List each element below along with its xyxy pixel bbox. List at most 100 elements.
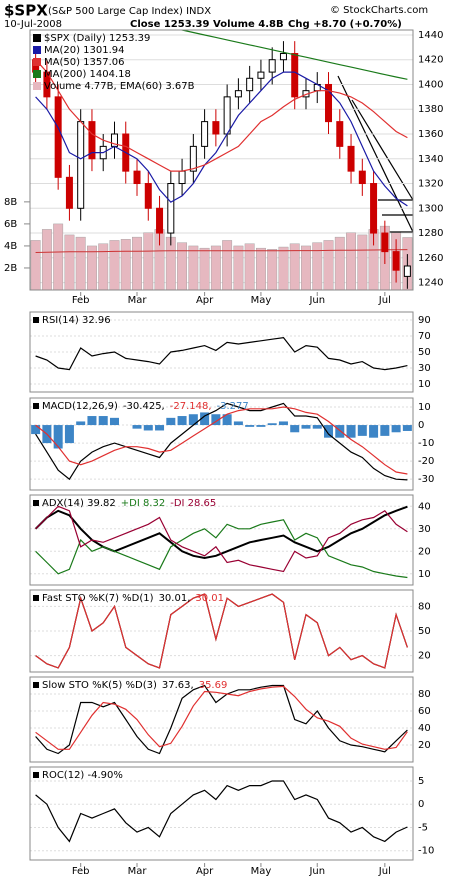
panel bbox=[30, 593, 413, 669]
panel bbox=[30, 505, 413, 579]
volume-bar bbox=[109, 240, 120, 290]
volume-bar bbox=[132, 236, 142, 290]
legend-swatch bbox=[33, 70, 41, 78]
legend-label: -DI 28.65 bbox=[170, 498, 216, 509]
y-tick-label: 1340 bbox=[418, 154, 443, 165]
x-tick-label: Jun bbox=[308, 295, 325, 306]
legend-label: MA(50) 1357.06 bbox=[44, 57, 125, 68]
legend-label: -27.148, bbox=[170, 401, 212, 412]
legend-label: 30.01, bbox=[159, 593, 191, 604]
panel bbox=[30, 30, 413, 290]
legend-swatch bbox=[33, 772, 39, 778]
candle-body bbox=[88, 121, 96, 160]
panel-frame bbox=[29, 29, 414, 291]
volume-bar bbox=[210, 245, 221, 290]
series-line bbox=[35, 336, 408, 371]
volume-bar bbox=[199, 247, 210, 290]
y-tick-label: 20 bbox=[418, 546, 431, 557]
y-tick-label: 1440 bbox=[418, 30, 443, 41]
panel-title: MACD(12,26,9) bbox=[42, 401, 118, 412]
y-tick-label: 70 bbox=[418, 331, 431, 342]
legend-label: +DI 8.32 bbox=[121, 498, 165, 509]
legend-swatch bbox=[33, 317, 39, 323]
candle-body bbox=[156, 207, 164, 234]
y2-tick-label: 4B bbox=[4, 241, 17, 252]
volume-bar bbox=[312, 242, 323, 290]
legend-label: MA(200) 1404.18 bbox=[44, 69, 131, 80]
legend-swatch bbox=[33, 46, 41, 54]
volume-bar bbox=[357, 234, 368, 290]
candle-body bbox=[133, 170, 141, 185]
candle-body bbox=[257, 71, 265, 79]
histogram-bar bbox=[369, 425, 379, 438]
candle-body bbox=[144, 183, 152, 209]
histogram-bar bbox=[324, 425, 334, 438]
series-line bbox=[35, 402, 408, 481]
histogram-bar bbox=[177, 416, 187, 426]
histogram-bar bbox=[357, 425, 367, 436]
x-tick-label: May bbox=[251, 295, 272, 306]
histogram-bar bbox=[391, 425, 401, 433]
y-tick-label: -30 bbox=[418, 474, 434, 485]
y-tick-label: -5 bbox=[418, 822, 428, 833]
y-tick-label: 1260 bbox=[418, 253, 443, 264]
y-tick-label: -10 bbox=[418, 438, 434, 449]
histogram-bar bbox=[64, 425, 74, 444]
y-tick-label: 90 bbox=[418, 315, 431, 326]
candle-body bbox=[234, 90, 242, 98]
source: © StockCharts.com bbox=[330, 5, 428, 16]
x-tick-label: Jun bbox=[308, 866, 325, 877]
legend-swatch bbox=[33, 58, 41, 66]
candle-body bbox=[291, 53, 299, 98]
candle-body bbox=[167, 183, 175, 234]
x-tick-label: Apr bbox=[196, 295, 214, 306]
histogram-bar bbox=[267, 423, 277, 426]
histogram-bar bbox=[211, 414, 221, 426]
legend-label: 35.69 bbox=[199, 680, 228, 691]
candle-body bbox=[65, 176, 73, 209]
candle-body bbox=[358, 170, 366, 185]
x-tick-label: May bbox=[251, 866, 272, 877]
histogram-bar bbox=[312, 425, 322, 429]
y-tick-label: 1320 bbox=[418, 179, 443, 190]
series-line bbox=[35, 59, 408, 172]
legend-swatch bbox=[33, 595, 39, 601]
y-tick-label: -20 bbox=[418, 456, 434, 467]
volume-bar bbox=[64, 234, 75, 290]
volume-bar bbox=[41, 229, 52, 290]
y-tick-label: 1380 bbox=[418, 104, 443, 115]
legend-swatch bbox=[33, 403, 39, 409]
panel-title: Slow STO %K(5) %D(3) bbox=[42, 680, 157, 691]
panel-title: Fast STO %K(7) %D(1) bbox=[42, 593, 154, 604]
histogram-bar bbox=[31, 425, 41, 435]
volume-bar bbox=[222, 240, 233, 290]
volume-bar bbox=[323, 240, 334, 290]
histogram-bar bbox=[155, 425, 165, 431]
y-tick-label: 1240 bbox=[418, 278, 443, 289]
panel bbox=[30, 684, 413, 755]
candle-body bbox=[370, 183, 378, 234]
y-tick-label: 60 bbox=[418, 706, 431, 717]
legend-label: -30.425, bbox=[123, 401, 165, 412]
panel-frame bbox=[29, 766, 414, 861]
series-line bbox=[35, 519, 408, 579]
histogram-bar bbox=[98, 416, 108, 426]
y2-tick-label: 8B bbox=[4, 197, 17, 208]
volume-bar bbox=[30, 240, 41, 290]
candle-body bbox=[246, 77, 254, 92]
candle-body bbox=[201, 121, 209, 147]
series-line bbox=[34, 505, 408, 560]
legend-swatch bbox=[33, 500, 39, 506]
series-line bbox=[35, 406, 408, 475]
y-tick-label: 30 bbox=[418, 363, 431, 374]
candle-body bbox=[212, 121, 220, 135]
volume-bar bbox=[267, 249, 278, 290]
y-tick-label: 50 bbox=[418, 347, 431, 358]
panel-frame bbox=[29, 676, 414, 763]
histogram-bar bbox=[53, 425, 63, 449]
y-tick-label: 40 bbox=[418, 501, 431, 512]
histogram-bar bbox=[233, 421, 243, 426]
y-tick-label: 40 bbox=[418, 723, 431, 734]
candle-body bbox=[268, 59, 276, 73]
volume-bar bbox=[75, 236, 86, 290]
